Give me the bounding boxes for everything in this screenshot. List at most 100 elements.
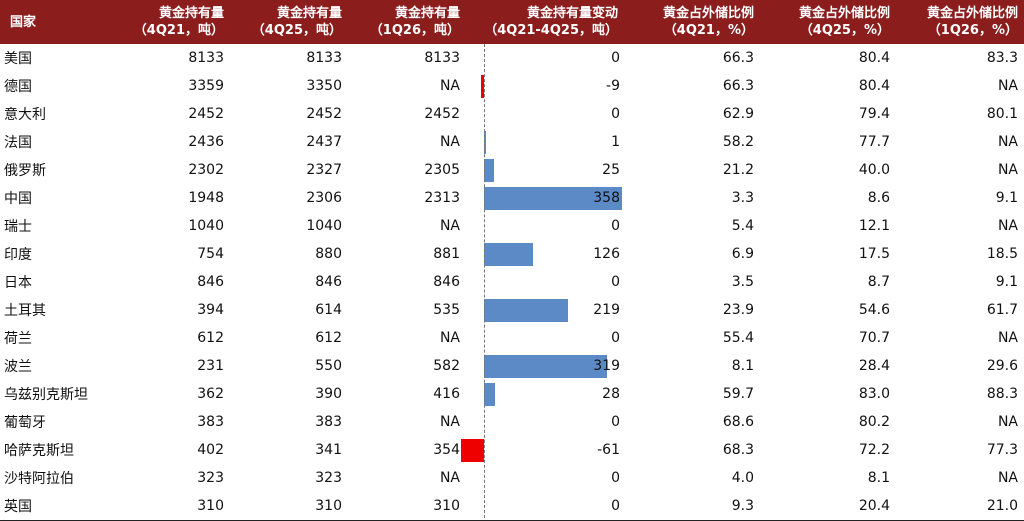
cell-country: 印度 [4, 247, 32, 263]
table-row: 乌兹别克斯坦 362 390 416 28 59.7 83.0 88.3 [0, 380, 1024, 408]
cell-holding-4q25: 310 [230, 492, 348, 521]
table-body: 美国 8133 8133 8133 0 66.3 80.4 83.3 德国 3359 3350 NA -… [0, 44, 1024, 521]
cell-ratio-4q25: 70.7 [858, 330, 890, 346]
cell-holding-change: 219 [466, 296, 624, 324]
cell-ratio-4q21: 62.9 [722, 106, 754, 122]
change-value-label: 358 [593, 190, 620, 206]
cell-ratio-4q21: 58.2 [722, 134, 754, 150]
cell-holding-1q26: 535 [433, 302, 460, 318]
cell-country: 哈萨克斯坦 [4, 443, 74, 459]
table-header-row: 国家 黄金持有量 （4Q21，吨） 黄金持有量 （4Q25，吨） 黄金持有量 （1Q26，吨… [0, 0, 1024, 44]
change-bar-positive [484, 299, 569, 322]
table-row: 法国 2436 2437 NA 1 58.2 77.7 NA [0, 128, 1024, 156]
cell-holding-4q25: 846 [315, 274, 342, 290]
cell-ratio-1q26: 77.3 [986, 442, 1018, 458]
cell-ratio-4q21: 8.1 [731, 358, 754, 374]
cell-holding-change: 358 [466, 184, 624, 212]
cell-holding-change: 1 [466, 128, 624, 156]
cell-ratio-4q25: 8.6 [867, 190, 890, 206]
table-row: 沙特阿拉伯 323 323 NA 0 4.0 8.1 NA [0, 464, 1024, 492]
cell-holding-4q21: 402 [197, 442, 224, 458]
cell-country: 瑞士 [4, 219, 32, 235]
cell-holding-4q21: 1040 [188, 218, 224, 234]
cell-ratio-1q26: 61.7 [986, 302, 1018, 318]
cell-ratio-1q26: NA [997, 162, 1018, 178]
cell-ratio-4q25: 80.4 [858, 50, 890, 66]
cell-ratio-4q21: 3.5 [731, 274, 754, 290]
cell-holding-1q26: 582 [433, 358, 460, 374]
cell-holding-4q25: 612 [315, 330, 342, 346]
header-ratio-4q25: 黄金占外储比例 （4Q25，%） [760, 0, 896, 44]
header-unit: （4Q21-4Q25，吨） [484, 23, 618, 38]
cell-holding-change: 126 [466, 240, 624, 268]
cell-holding-4q25: 1040 [306, 218, 342, 234]
header-title: 国家 [10, 14, 37, 30]
table-row: 日本 846 846 846 0 3.5 8.7 9.1 [0, 268, 1024, 296]
change-value-label: 0 [611, 106, 620, 122]
change-bar-positive [484, 383, 495, 406]
cell-holding-4q21: 2302 [188, 162, 224, 178]
change-value-label: -61 [597, 442, 620, 458]
table-row: 意大利 2452 2452 2452 0 62.9 79.4 80.1 [0, 100, 1024, 128]
header-country: 国家 [0, 0, 120, 44]
cell-country: 土耳其 [4, 303, 46, 319]
cell-ratio-1q26: 21.0 [896, 492, 1024, 521]
cell-holding-1q26: 310 [348, 492, 466, 521]
cell-holding-4q25: 383 [315, 414, 342, 430]
cell-ratio-4q25: 80.2 [858, 414, 890, 430]
cell-holding-change: 0 [466, 100, 624, 128]
cell-holding-change: 0 [466, 324, 624, 352]
change-value-label: 0 [611, 414, 620, 430]
zero-baseline-dashed-line [484, 44, 485, 518]
change-value-label: 0 [611, 497, 620, 514]
cell-holding-change: 0 [466, 492, 624, 521]
header-title: 黄金占外储比例 [798, 6, 890, 21]
header-holding-1q26: 黄金持有量 （1Q26，吨） [348, 0, 466, 44]
change-value-label: 0 [611, 218, 620, 234]
cell-ratio-4q25: 28.4 [858, 358, 890, 374]
change-value-label: 0 [611, 50, 620, 66]
cell-holding-1q26: NA [439, 78, 460, 94]
cell-holding-1q26: 881 [433, 246, 460, 262]
header-holding-change: 黄金持有量变动 （4Q21-4Q25，吨） [466, 0, 624, 44]
cell-ratio-1q26: NA [997, 330, 1018, 346]
header-unit: （1Q26，吨） [369, 23, 460, 38]
header-title: 黄金持有量 [158, 6, 224, 21]
cell-holding-4q25: 2306 [306, 190, 342, 206]
cell-country: 意大利 [4, 107, 46, 123]
change-value-label: 0 [611, 330, 620, 346]
header-unit: （4Q21，吨） [133, 23, 224, 38]
cell-country: 乌兹别克斯坦 [4, 387, 88, 403]
cell-holding-change: 25 [466, 156, 624, 184]
cell-holding-1q26: NA [439, 330, 460, 346]
header-title: 黄金持有量变动 [526, 6, 618, 21]
header-ratio-4q21: 黄金占外储比例 （4Q21，%） [624, 0, 760, 44]
change-value-label: 25 [602, 162, 620, 178]
header-unit: （1Q26，%） [927, 23, 1018, 38]
change-value-label: 319 [593, 358, 620, 374]
cell-holding-4q21: 362 [197, 386, 224, 402]
cell-country: 德国 [4, 79, 32, 95]
cell-holding-change: 0 [466, 212, 624, 240]
cell-holding-4q21: 8133 [188, 50, 224, 66]
cell-ratio-4q21: 6.9 [731, 246, 754, 262]
cell-holding-1q26: 416 [433, 386, 460, 402]
cell-holding-4q21: 2452 [188, 106, 224, 122]
cell-holding-4q25: 3350 [306, 78, 342, 94]
cell-holding-4q21: 612 [197, 330, 224, 346]
cell-holding-4q25: 2452 [306, 106, 342, 122]
cell-holding-4q21: 310 [120, 492, 230, 521]
cell-holding-1q26: 846 [433, 274, 460, 290]
cell-ratio-4q25: 20.4 [760, 492, 896, 521]
cell-ratio-4q21: 66.3 [722, 50, 754, 66]
change-bar-positive [484, 243, 533, 266]
table-row: 瑞士 1040 1040 NA 0 5.4 12.1 NA [0, 212, 1024, 240]
cell-ratio-4q21: 5.4 [731, 218, 754, 234]
cell-country: 中国 [4, 191, 32, 207]
table-row: 德国 3359 3350 NA -9 66.3 80.4 NA [0, 72, 1024, 100]
cell-ratio-1q26: 88.3 [986, 386, 1018, 402]
cell-country: 日本 [4, 275, 32, 291]
cell-ratio-4q21: 3.3 [731, 190, 754, 206]
header-title: 黄金占外储比例 [926, 6, 1018, 21]
cell-holding-change: 0 [466, 464, 624, 492]
